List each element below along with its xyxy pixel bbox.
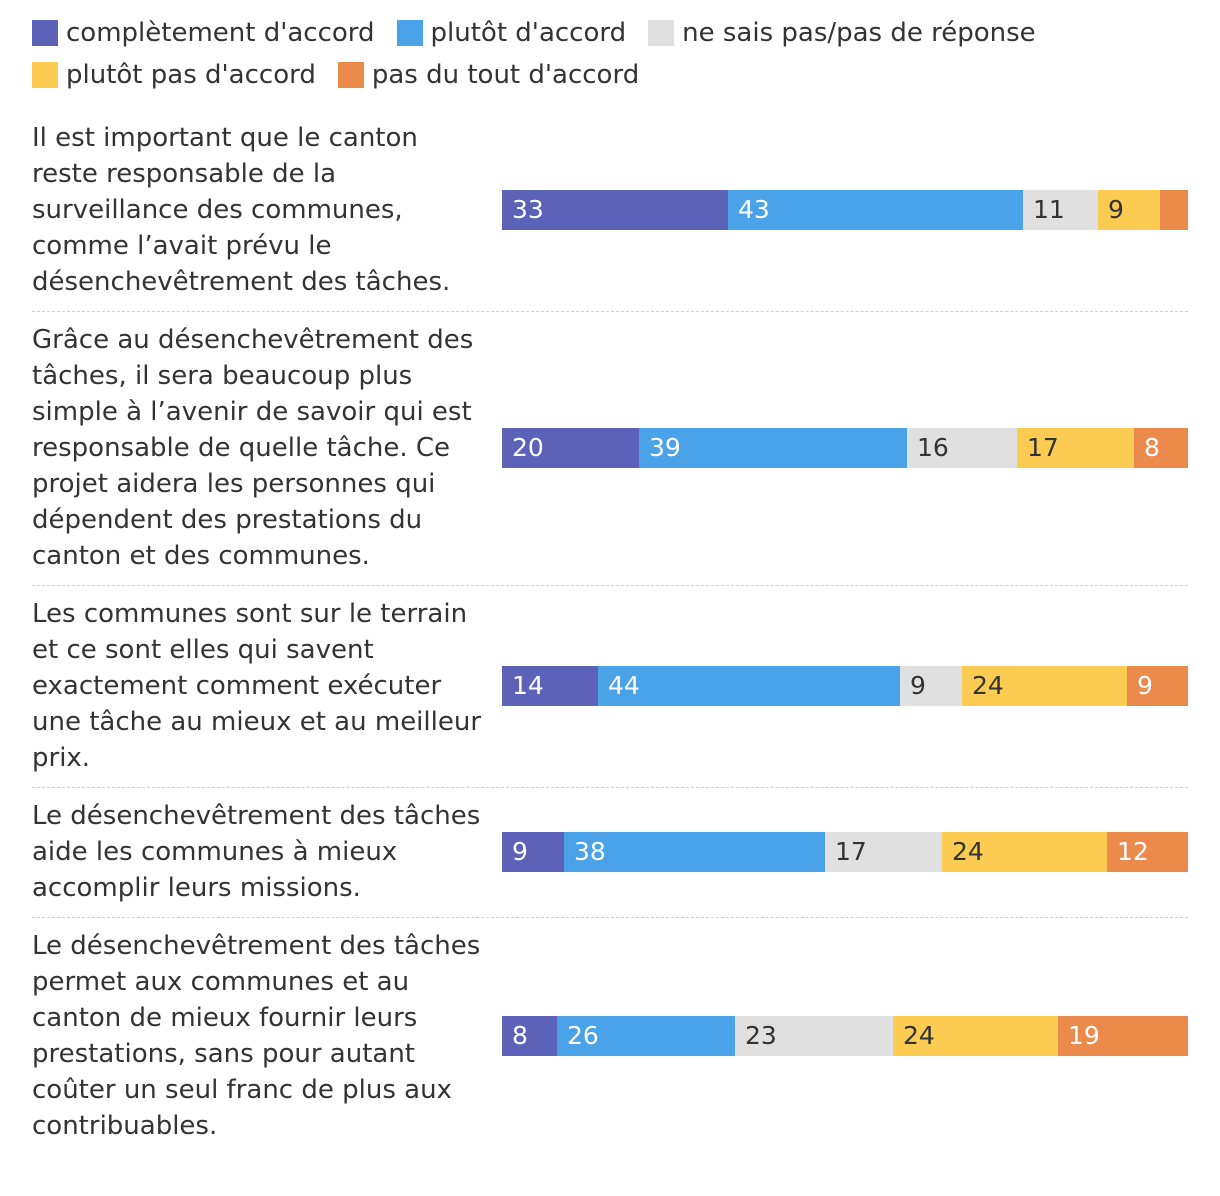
bar-segment-plutot-pas: 9 <box>1098 190 1160 230</box>
row-label: Les communes sont sur le terrain et ce s… <box>32 599 482 773</box>
bar-segment-completement: 20 <box>502 428 639 468</box>
bar-segment-plutot: 44 <box>598 666 900 706</box>
chart-legend: complètement d'accord plutôt d'accord ne… <box>32 12 1182 96</box>
bar-segment-plutot: 39 <box>639 428 907 468</box>
row-label: Le désenchevêtrement des tâches permet a… <box>32 931 481 1141</box>
bar-segment-plutot-pas: 24 <box>893 1016 1058 1056</box>
bar-segment-completement: 33 <box>502 190 728 230</box>
row-label: Il est important que le canton reste res… <box>32 123 451 297</box>
legend-item-nsp: ne sais pas/pas de réponse <box>648 17 1036 49</box>
bar-segment-plutot: 43 <box>728 190 1023 230</box>
bar-segment-nsp: 11 <box>1023 190 1098 230</box>
legend-label-completement: complètement d'accord <box>66 18 375 48</box>
stacked-bar: 8 26 23 24 19 <box>502 1016 1188 1056</box>
bar-segment-pas-du-tout: 12 <box>1107 832 1188 872</box>
bar-segment-completement: 8 <box>502 1016 557 1056</box>
row-label: Le désenchevêtrement des tâches aide les… <box>32 801 481 903</box>
bar-segment-nsp: 9 <box>900 666 962 706</box>
bar-segment-completement: 9 <box>502 832 564 872</box>
row-divider <box>32 585 1188 586</box>
legend-item-pas-du-tout: pas du tout d'accord <box>337 59 640 91</box>
bar-segment-plutot-pas: 24 <box>942 832 1107 872</box>
legend-label-plutot-pas: plutôt pas d'accord <box>66 60 316 90</box>
stacked-bar: 20 39 16 17 8 <box>502 428 1188 468</box>
stacked-bar: 9 38 17 24 12 <box>502 832 1188 872</box>
bar-segment-nsp: 23 <box>735 1016 893 1056</box>
legend-item-completement: complètement d'accord <box>32 17 375 49</box>
legend-label-plutot: plutôt d'accord <box>430 18 627 48</box>
legend-swatch-plutot <box>396 20 423 46</box>
legend-label-pas-du-tout: pas du tout d'accord <box>371 60 640 90</box>
bar-segment-nsp: 17 <box>825 832 942 872</box>
legend-swatch-pas-du-tout <box>337 62 364 88</box>
bar-segment-nsp: 16 <box>907 428 1017 468</box>
legend-row-1: complètement d'accord plutôt d'accord ne… <box>32 12 1182 54</box>
bar-segment-plutot-pas: 17 <box>1017 428 1134 468</box>
legend-swatch-plutot-pas <box>32 62 58 88</box>
legend-label-nsp: ne sais pas/pas de réponse <box>682 18 1036 48</box>
row-divider <box>32 787 1188 788</box>
stacked-bar: 14 44 9 24 9 <box>502 666 1188 706</box>
bar-segment-plutot: 26 <box>557 1016 735 1056</box>
legend-item-plutot: plutôt d'accord <box>396 17 627 49</box>
legend-row-2: plutôt pas d'accord pas du tout d'accord <box>32 54 1182 96</box>
bar-segment-plutot-pas: 24 <box>962 666 1127 706</box>
bar-segment-pas-du-tout: 8 <box>1134 428 1188 468</box>
bar-segment-pas-du-tout: 9 <box>1127 666 1188 706</box>
stacked-bar: 33 43 11 9 <box>502 190 1188 230</box>
bar-segment-completement: 14 <box>502 666 598 706</box>
bar-segment-pas-du-tout: 19 <box>1058 1016 1188 1056</box>
row-divider <box>32 311 1188 312</box>
row-label: Grâce au désenchevêtrement des tâches, i… <box>32 325 474 571</box>
legend-swatch-nsp <box>648 20 675 46</box>
row-divider <box>32 917 1188 918</box>
legend-swatch-completement <box>32 20 58 46</box>
bar-segment-pas-du-tout <box>1160 190 1188 230</box>
bar-segment-plutot: 38 <box>564 832 825 872</box>
legend-item-plutot-pas: plutôt pas d'accord <box>32 59 316 91</box>
